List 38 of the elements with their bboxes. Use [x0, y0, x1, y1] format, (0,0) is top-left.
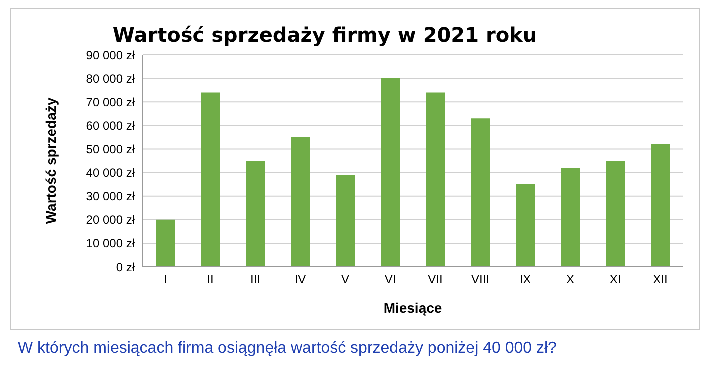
x-tick-label: VII	[428, 272, 443, 287]
x-tick-label: II	[207, 272, 214, 287]
y-tick-label: 90 000 zł	[86, 48, 136, 62]
x-tick-label: V	[341, 272, 350, 287]
y-tick-label: 10 000 zł	[86, 236, 136, 251]
y-tick-label: 20 000 zł	[86, 213, 136, 228]
text: W których miesiącach firma osiągnęła wartość sprzedaży poniżej 40 000 zł?	[18, 340, 558, 358]
y-tick-label: 40 000 zł	[86, 166, 136, 180]
bar	[291, 137, 310, 267]
y-axis-title: Wartość sprzedaży	[42, 98, 59, 224]
bar	[651, 144, 670, 267]
bar	[156, 220, 175, 267]
x-tick-label: IV	[294, 272, 306, 287]
y-tick-label: 0 zł	[116, 260, 136, 274]
chart-title: Wartość sprzedaży firmy w 2021 roku	[112, 23, 538, 47]
y-tick-label: 60 000 zł	[86, 118, 136, 133]
bar	[336, 175, 355, 267]
x-tick-label: VI	[384, 272, 396, 287]
y-tick-label: 50 000 zł	[86, 142, 136, 156]
bar	[561, 168, 580, 267]
x-tick-label: VIII	[471, 272, 490, 287]
x-tick-label: XI	[610, 272, 622, 287]
x-tick-label: III	[250, 272, 261, 287]
bar	[516, 184, 535, 267]
y-tick-label: 70 000 zł	[86, 95, 136, 110]
x-tick-label: I	[164, 272, 168, 287]
bar	[606, 161, 625, 267]
x-tick-label: X	[566, 272, 575, 287]
x-axis-title: Miesiące	[384, 300, 442, 316]
x-tick-label: XII	[653, 272, 668, 287]
y-tick-label: 80 000 zł	[86, 72, 136, 86]
bar	[201, 92, 220, 267]
bar	[381, 78, 400, 267]
bar	[426, 92, 445, 267]
y-tick-label: 30 000 zł	[86, 190, 136, 204]
bar	[246, 161, 265, 267]
x-tick-label: IX	[520, 272, 532, 287]
bar	[471, 118, 490, 267]
